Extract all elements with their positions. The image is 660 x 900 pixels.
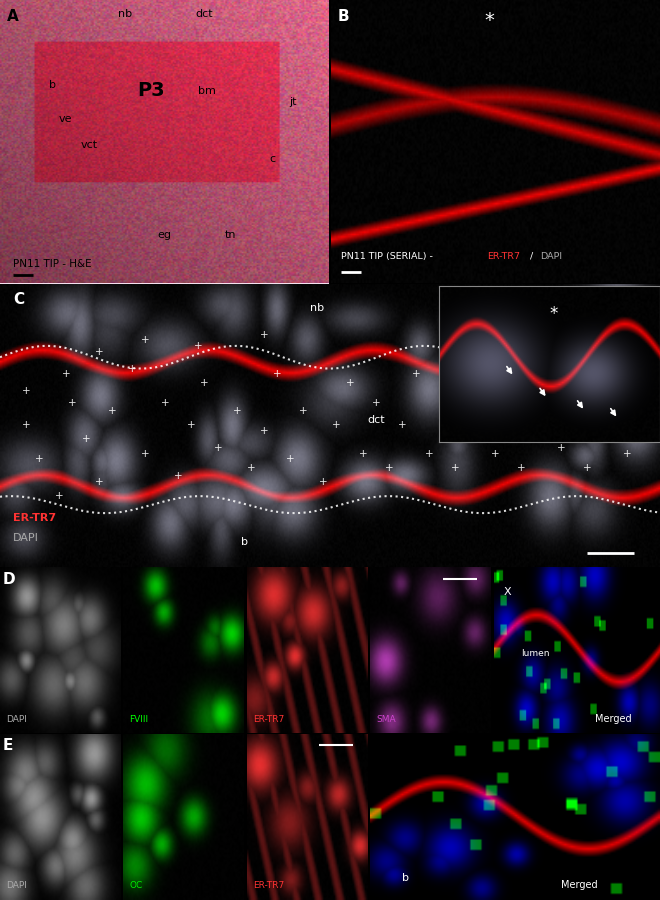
Text: +: + (345, 378, 354, 388)
Text: +: + (174, 472, 183, 482)
Text: +: + (556, 443, 566, 453)
Text: D: D (3, 572, 15, 587)
Text: +: + (609, 378, 618, 388)
Text: +: + (246, 463, 255, 473)
Text: +: + (451, 463, 460, 473)
Text: ER-TR7: ER-TR7 (253, 881, 284, 890)
Text: +: + (160, 398, 170, 408)
Text: +: + (187, 420, 196, 430)
Text: ER-TR7: ER-TR7 (13, 513, 56, 523)
Text: +: + (622, 448, 632, 459)
Text: PN11 TIP - H&E: PN11 TIP - H&E (13, 259, 92, 269)
Text: DAPI: DAPI (6, 881, 27, 890)
Text: b: b (49, 80, 56, 90)
Text: +: + (543, 378, 552, 388)
Text: +: + (286, 454, 295, 464)
Text: +: + (35, 454, 44, 464)
Text: P3: P3 (137, 81, 165, 100)
Text: +: + (127, 364, 137, 374)
Text: b: b (241, 537, 248, 547)
Text: ER-TR7: ER-TR7 (253, 715, 284, 724)
Text: dct: dct (368, 415, 385, 425)
Text: Merged: Merged (595, 714, 632, 724)
Text: +: + (424, 448, 434, 459)
Text: +: + (61, 369, 71, 379)
Text: eg: eg (157, 230, 172, 240)
Text: DAPI: DAPI (540, 252, 562, 261)
Text: +: + (259, 329, 269, 339)
Text: b: b (401, 873, 409, 883)
Text: +: + (141, 448, 150, 459)
Text: +: + (55, 491, 64, 501)
Text: dct: dct (195, 9, 213, 19)
Text: +: + (299, 406, 308, 416)
Text: FVIII: FVIII (129, 715, 148, 724)
Text: nb: nb (310, 303, 324, 313)
Text: +: + (81, 435, 90, 445)
Text: +: + (213, 443, 222, 453)
Text: ER-TR7: ER-TR7 (488, 252, 521, 261)
Text: ve: ve (59, 114, 73, 124)
Text: +: + (108, 406, 117, 416)
Text: +: + (438, 406, 447, 416)
Text: lumen: lumen (521, 649, 550, 658)
Text: A: A (7, 8, 18, 23)
Text: +: + (358, 448, 368, 459)
Text: bm: bm (198, 86, 216, 95)
Text: +: + (583, 463, 592, 473)
Text: +: + (596, 420, 605, 430)
Text: vct: vct (80, 140, 97, 149)
Text: DAPI: DAPI (6, 715, 27, 724)
Text: +: + (398, 420, 407, 430)
Text: /: / (527, 252, 536, 261)
Text: +: + (141, 335, 150, 346)
Text: +: + (319, 477, 328, 487)
Text: tn: tn (224, 230, 236, 240)
Text: +: + (94, 346, 104, 356)
Text: Merged: Merged (560, 880, 597, 890)
Text: nb: nb (118, 9, 132, 19)
Text: PN11 TIP (SERIAL) -: PN11 TIP (SERIAL) - (341, 252, 436, 261)
Text: B: B (338, 8, 350, 23)
Text: +: + (273, 369, 282, 379)
Text: +: + (94, 477, 104, 487)
Text: E: E (3, 739, 13, 753)
Text: +: + (332, 420, 341, 430)
Text: C: C (13, 292, 24, 307)
Text: +: + (490, 448, 500, 459)
Text: c: c (270, 154, 276, 164)
Text: +: + (385, 463, 394, 473)
Text: +: + (504, 406, 513, 416)
Text: OC: OC (129, 881, 143, 890)
Text: +: + (68, 398, 77, 408)
Text: +: + (200, 378, 209, 388)
Text: +: + (517, 463, 526, 473)
Text: +: + (193, 341, 203, 351)
Text: +: + (411, 369, 420, 379)
Text: +: + (259, 426, 269, 436)
Text: +: + (477, 378, 486, 388)
Text: +: + (233, 406, 242, 416)
Text: +: + (464, 420, 473, 430)
Text: +: + (530, 420, 539, 430)
Text: *: * (484, 12, 494, 31)
Text: +: + (570, 406, 579, 416)
Text: DAPI: DAPI (13, 533, 39, 543)
Text: SMA: SMA (376, 715, 396, 724)
Text: jt: jt (289, 97, 296, 107)
Text: X: X (503, 587, 511, 597)
Text: +: + (22, 386, 31, 396)
Text: +: + (372, 398, 381, 408)
Text: +: + (22, 420, 31, 430)
